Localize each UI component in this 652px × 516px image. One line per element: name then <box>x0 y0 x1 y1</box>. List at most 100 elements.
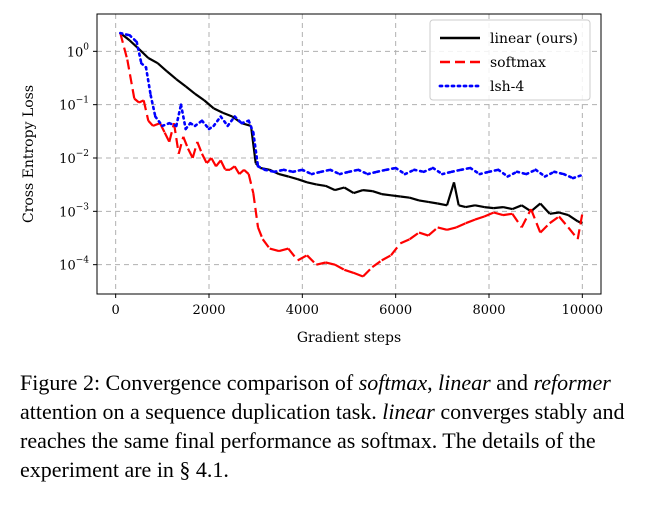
series-segment <box>362 189 373 193</box>
series-segment <box>403 168 416 176</box>
y-tick-label: 10−2 <box>59 149 89 167</box>
y-tick-label: 10−4 <box>59 256 89 274</box>
series-segment <box>252 131 260 168</box>
series-segment <box>207 124 215 131</box>
y-axis-label: Cross Entropy Loss <box>21 85 37 223</box>
series-segment <box>390 242 402 256</box>
series-segment <box>306 181 317 186</box>
caption-sep2: and <box>490 370 534 395</box>
x-axis: 0 2000 4000 6000 8000 10000 <box>112 294 603 318</box>
series-segment <box>366 170 379 176</box>
series-segment <box>427 226 439 237</box>
series-segment <box>381 193 392 197</box>
series-segment <box>338 170 351 176</box>
series-segment <box>147 57 159 65</box>
series-segment <box>362 266 374 278</box>
series-segment <box>166 70 178 81</box>
series-segment <box>468 166 482 176</box>
series-segment <box>185 85 196 95</box>
series-segment <box>147 119 154 127</box>
series-segment <box>484 206 494 210</box>
series-segment <box>175 78 187 88</box>
series-segment <box>437 226 448 231</box>
series-segment <box>300 168 314 176</box>
series-segment <box>189 121 197 128</box>
series-segment <box>343 268 355 274</box>
series-segment <box>356 168 370 176</box>
caption-linear: linear <box>438 370 491 395</box>
series-segment <box>502 206 513 211</box>
series-segment <box>478 170 491 176</box>
series-segment <box>287 247 299 262</box>
series-segment <box>203 99 215 110</box>
caption-softmax: softmax <box>358 370 428 395</box>
series-segment <box>226 115 236 128</box>
grid <box>97 14 601 294</box>
series-layer <box>119 31 584 278</box>
series-segment <box>252 192 260 228</box>
series-segment <box>452 182 460 206</box>
series-segment <box>247 119 255 134</box>
series-segment <box>291 168 304 174</box>
series-segment <box>371 259 383 268</box>
series-segment <box>319 168 332 174</box>
series-segment <box>297 178 308 184</box>
y-tick-exponent: −2 <box>76 149 89 159</box>
series-segment <box>154 115 164 128</box>
series-segment <box>515 170 528 176</box>
series-segment <box>163 132 171 143</box>
series-segment <box>238 168 245 175</box>
series-segment <box>418 231 429 237</box>
series-segment <box>219 115 229 128</box>
series-segment <box>502 212 513 217</box>
series-segment <box>428 200 438 205</box>
series-segment <box>182 136 190 150</box>
series-segment <box>487 168 500 174</box>
series-segment <box>384 166 398 172</box>
series-segment <box>172 123 180 154</box>
caption-sep1: , <box>427 370 439 395</box>
series-segment <box>562 172 575 180</box>
series-2 <box>119 31 584 180</box>
series-segment <box>212 115 222 128</box>
series-segment <box>459 166 472 172</box>
series-segment <box>445 181 456 206</box>
series-segment <box>138 48 150 59</box>
series-segment <box>187 148 194 159</box>
series-segment <box>552 170 566 176</box>
series-segment <box>418 199 429 203</box>
series-segment <box>278 173 289 178</box>
series-segment <box>168 122 176 143</box>
series-segment <box>353 189 364 195</box>
series-segment <box>409 231 420 241</box>
series-segment <box>175 103 183 128</box>
series-segment <box>142 100 150 121</box>
y-tick-exponent: −4 <box>76 256 90 266</box>
series-segment <box>310 170 323 176</box>
series-segment <box>219 159 227 171</box>
series-segment <box>539 202 551 215</box>
series-segment <box>194 92 205 102</box>
series-segment <box>135 40 143 65</box>
series-segment <box>511 204 523 211</box>
series-segment <box>493 211 504 217</box>
series-segment <box>558 215 570 229</box>
series-segment <box>201 153 208 164</box>
series-segment <box>215 159 222 167</box>
series-segment <box>567 226 579 240</box>
plot-frame <box>96 13 602 295</box>
series-segment <box>450 168 463 174</box>
series-segment <box>381 254 392 262</box>
series-segment <box>375 168 388 174</box>
series-segment <box>506 170 519 178</box>
series-segment <box>210 157 217 167</box>
series-segment <box>474 215 485 221</box>
series-segment <box>243 168 250 175</box>
x-tick-label: 8000 <box>472 303 505 318</box>
caption-linear-2: linear <box>382 399 435 424</box>
series-segment <box>278 247 289 253</box>
series-segment <box>222 111 233 118</box>
series-segment <box>422 166 435 174</box>
caption-middle: attention on a sequence duplication task… <box>20 399 383 424</box>
series-segment <box>316 261 326 266</box>
